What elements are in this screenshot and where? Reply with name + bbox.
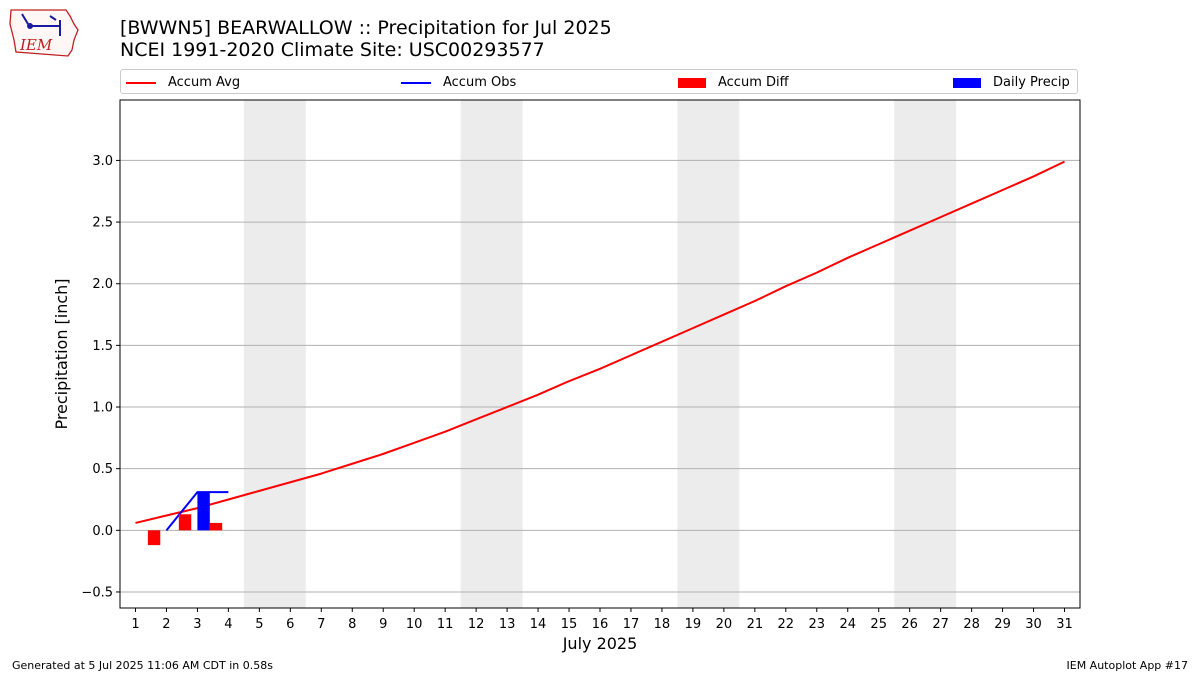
y-tick-label: 2.5 [92, 216, 113, 231]
y-tick-label: −0.5 [81, 585, 113, 600]
legend-swatch [126, 81, 156, 84]
legend-label: Accum Obs [443, 75, 517, 90]
y-tick-label: 2.0 [92, 277, 113, 292]
legend-swatch [953, 77, 981, 88]
x-tick-label: 2 [162, 617, 170, 632]
accum-diff-bar [209, 522, 223, 531]
y-tick-label: 0.0 [92, 524, 113, 539]
x-tick-label: 7 [317, 617, 325, 632]
x-tick-label: 11 [437, 617, 454, 632]
x-axis-label: July 2025 [562, 634, 638, 653]
series-line-accum-avg [135, 160, 1065, 524]
legend-swatch [678, 77, 706, 88]
x-tick-label: 30 [1025, 617, 1042, 632]
y-tick-label: 3.0 [92, 154, 113, 169]
weekend-band [243, 100, 306, 608]
x-tick-label: 17 [623, 617, 640, 632]
legend-swatch [401, 81, 431, 84]
x-tick-label: 5 [255, 617, 263, 632]
x-tick-label: 9 [379, 617, 387, 632]
y-tick-label: 0.5 [92, 462, 113, 477]
footer-app: IEM Autoplot App #17 [1066, 659, 1189, 672]
x-tick-label: 6 [286, 617, 294, 632]
x-tick-label: 26 [901, 617, 918, 632]
legend-item-accum-avg: Accum Avg [126, 70, 240, 95]
iem-logo: IEM [9, 9, 79, 57]
title-line-1: [BWWN5] BEARWALLOW :: Precipitation for … [120, 17, 612, 39]
x-tick-label: 14 [530, 617, 547, 632]
footer-generated: Generated at 5 Jul 2025 11:06 AM CDT in … [12, 659, 273, 672]
accum-diff-bar [147, 530, 161, 546]
weekend-band [894, 100, 957, 608]
legend-item-daily-precip: Daily Precip [953, 70, 1070, 95]
x-tick-label: 15 [561, 617, 578, 632]
legend-item-accum-diff: Accum Diff [678, 70, 789, 95]
x-tick-label: 1 [131, 617, 139, 632]
x-tick-label: 21 [747, 617, 764, 632]
weekend-band [677, 100, 740, 608]
x-tick-label: 13 [499, 617, 516, 632]
legend-label: Daily Precip [993, 75, 1070, 90]
legend: Accum Avg Accum Obs Accum Diff Daily Pre… [120, 69, 1078, 94]
legend-label: Accum Diff [718, 75, 789, 90]
x-tick-label: 12 [468, 617, 485, 632]
legend-item-accum-obs: Accum Obs [401, 70, 516, 95]
x-tick-label: 8 [348, 617, 356, 632]
title-line-2: NCEI 1991-2020 Climate Site: USC00293577 [120, 39, 545, 61]
x-tick-label: 10 [406, 617, 423, 632]
y-axis-label: Precipitation [inch] [52, 278, 71, 429]
accum-diff-bar [178, 514, 192, 531]
x-tick-label: 4 [224, 617, 232, 632]
daily-precip-bar [197, 492, 210, 531]
x-tick-label: 22 [778, 617, 795, 632]
legend-label: Accum Avg [168, 75, 241, 90]
x-tick-label: 31 [1056, 617, 1073, 632]
x-tick-label: 20 [716, 617, 733, 632]
y-tick-label: 1.0 [92, 401, 113, 416]
weekend-band [460, 100, 523, 608]
x-tick-label: 27 [932, 617, 949, 632]
x-tick-label: 3 [193, 617, 201, 632]
x-tick-label: 28 [963, 617, 980, 632]
x-tick-label: 23 [809, 617, 826, 632]
x-tick-label: 29 [994, 617, 1011, 632]
logo-text: IEM [19, 36, 53, 54]
x-tick-label: 18 [654, 617, 671, 632]
x-tick-label: 24 [839, 617, 856, 632]
chart-title: [BWWN5] BEARWALLOW :: Precipitation for … [120, 17, 612, 61]
x-tick-label: 25 [870, 617, 887, 632]
y-tick-label: 1.5 [92, 339, 113, 354]
plot-frame [119, 99, 1081, 609]
x-tick-label: 16 [592, 617, 609, 632]
x-tick-label: 19 [685, 617, 702, 632]
